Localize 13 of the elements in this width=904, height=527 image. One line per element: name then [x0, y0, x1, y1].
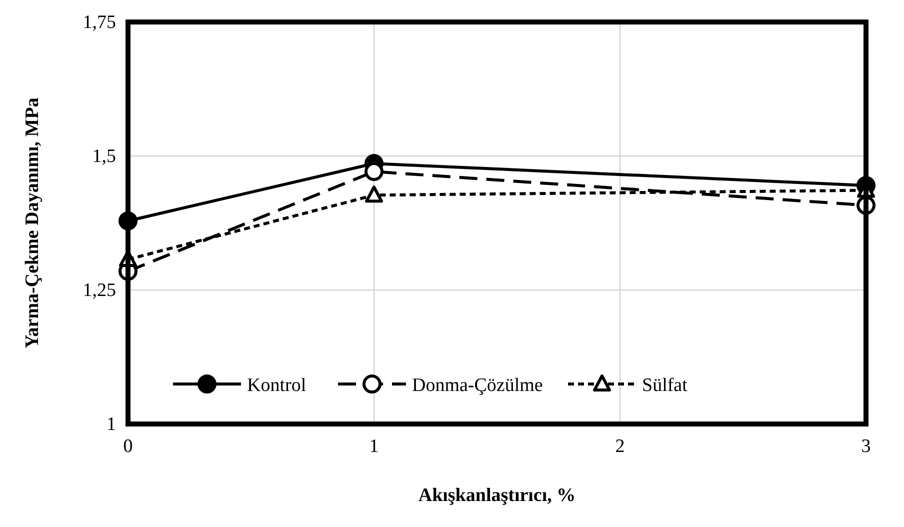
- y-tick-label: 1: [106, 414, 116, 435]
- x-tick-label: 0: [123, 436, 133, 457]
- x-tick-label: 3: [861, 436, 871, 457]
- y-axis-title: Yarma-Çekme Dayanımı, MPa: [22, 97, 43, 348]
- legend-label: Kontrol: [247, 375, 306, 396]
- x-axis-title: Akışkanlaştırıcı, %: [418, 485, 576, 506]
- y-tick-label: 1,25: [82, 280, 116, 301]
- legend-label: Donma-Çözülme: [412, 375, 543, 396]
- y-tick-label: 1,5: [92, 146, 116, 167]
- x-tick-label: 1: [369, 436, 379, 457]
- x-tick-label: 2: [615, 436, 625, 457]
- y-tick-label: 1,75: [82, 12, 116, 33]
- legend-label: Sülfat: [642, 375, 688, 396]
